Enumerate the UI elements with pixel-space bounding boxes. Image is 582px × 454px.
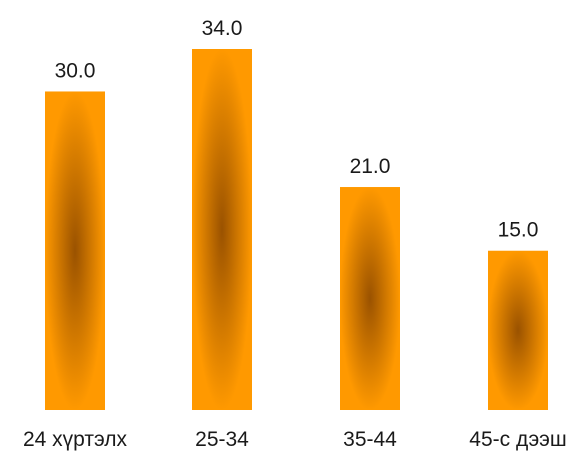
x-tick-label-1: 24 хүртэлх	[23, 428, 128, 451]
value-label-4: 15.0	[498, 219, 539, 242]
value-label-1: 30.0	[55, 59, 96, 82]
bar-4	[488, 250, 548, 410]
x-tick-label-4: 45-с дээш	[469, 428, 566, 451]
x-tick-label-3: 35-44	[343, 428, 397, 451]
bar-2	[192, 49, 252, 410]
bars-layer	[45, 49, 548, 411]
value-label-2: 34.0	[202, 17, 243, 40]
bar-3	[340, 187, 400, 410]
value-label-3: 21.0	[350, 155, 391, 178]
x-tick-label-2: 25-34	[195, 428, 249, 451]
x-axis-tick-labels: 24 хүртэлх 25-34 35-44 45-с дээш	[23, 428, 567, 451]
value-labels-layer: 30.0 34.0 21.0 15.0	[55, 17, 539, 242]
bar-1	[45, 91, 105, 411]
